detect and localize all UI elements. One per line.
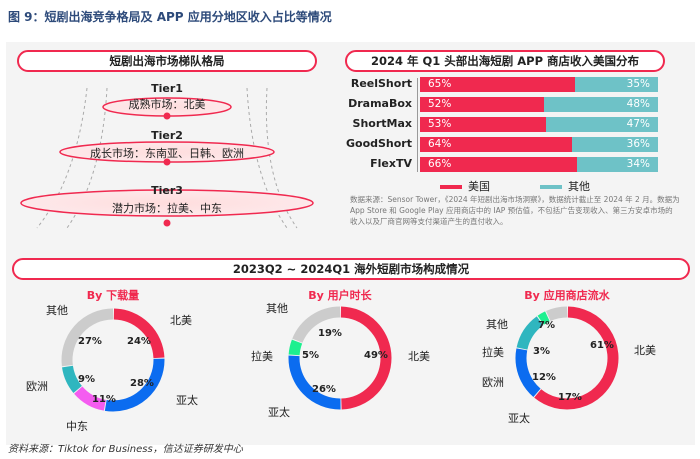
- donut-slice-北美: [113, 308, 165, 359]
- bar-category-label: ReelShort: [350, 77, 412, 90]
- donut-slice-亚太: [515, 348, 541, 398]
- legend-other: 其他: [540, 178, 590, 194]
- tier3-desc: 潜力市场：拉美、中东: [112, 202, 222, 215]
- donut-title: By 应用商店流水: [524, 289, 610, 302]
- donut-pct-label: 9%: [78, 374, 95, 385]
- donut-pct-label: 12%: [532, 372, 556, 383]
- donut-chart: [515, 306, 619, 410]
- bar-segment-us: 53%: [420, 117, 547, 132]
- bar-category-label: GoodShort: [345, 137, 412, 150]
- tier-section-title: 短剧出海市场梯队格局: [17, 50, 317, 72]
- bar-segment-other: 35%: [574, 77, 658, 92]
- donut-slice-亚太: [288, 355, 341, 410]
- stacked-bar: 65% 35%: [420, 77, 658, 92]
- donut-region-label: 亚太: [176, 394, 198, 407]
- tier3-ellipse: [20, 189, 314, 217]
- bar-segment-us: 65%: [420, 77, 575, 92]
- donut-title: By 下载量: [86, 289, 140, 302]
- donut-region-label: 其他: [486, 318, 508, 331]
- tier2-desc: 成长市场：东南亚、日韩、欧洲: [90, 147, 244, 160]
- donut-region-label: 北美: [408, 350, 430, 363]
- donut-region-label: 亚太: [268, 406, 290, 419]
- donut-pct-label: 24%: [127, 336, 151, 347]
- bar-axis: [417, 78, 418, 172]
- tier-diagram: [20, 87, 314, 229]
- donut-pct-label: 5%: [302, 350, 319, 361]
- stacked-bar: 66% 34%: [420, 157, 658, 172]
- donut-title: By 用户时长: [308, 289, 372, 302]
- bar-legend: 美国 其他: [440, 178, 590, 194]
- donut-pct-label: 3%: [533, 346, 550, 357]
- donut-region-label: 北美: [170, 314, 192, 327]
- tier1-name: Tier1: [151, 82, 183, 95]
- donut-slice-其他: [292, 306, 341, 344]
- stacked-bar: 53% 47%: [420, 117, 658, 132]
- donut-pct-label: 49%: [364, 350, 388, 361]
- tier2-name: Tier2: [151, 129, 183, 142]
- bar-segment-other: 48%: [543, 97, 658, 112]
- bar-segment-other: 36%: [572, 137, 658, 152]
- donut-pct-label: 17%: [558, 392, 582, 403]
- stacked-bar: 64% 36%: [420, 137, 658, 152]
- tier1-desc: 成熟市场：北美: [128, 98, 206, 111]
- donut-slice-中东: [74, 386, 107, 411]
- source-note: 资料来源：Tiktok for Business，信达证券研发中心: [8, 444, 243, 455]
- tier3-name: Tier3: [151, 184, 183, 197]
- bar-category-label: FlexTV: [370, 157, 412, 170]
- donut-region-label: 拉美: [251, 350, 273, 363]
- donut-pct-label: 11%: [92, 394, 116, 405]
- bar-segment-other: 34%: [577, 157, 658, 172]
- bar-category-label: ShortMax: [352, 117, 412, 130]
- donut-chart: [288, 306, 392, 410]
- donut-slice-欧洲: [62, 365, 83, 393]
- bar-segment-other: 47%: [546, 117, 658, 132]
- figure-title: 图 9：短剧出海竞争格局及 APP 应用分地区收入占比等情况: [8, 10, 332, 24]
- donut-pct-label: 7%: [538, 320, 555, 331]
- donut-slice-欧洲: [516, 316, 544, 350]
- donut-slice-拉美: [537, 311, 550, 325]
- donut-slice-北美: [534, 306, 619, 410]
- donut-pct-label: 26%: [312, 384, 336, 395]
- donut-region-label: 中东: [66, 420, 88, 433]
- donut-section-title: 2023Q2 ~ 2024Q1 海外短剧市场构成情况: [12, 258, 690, 280]
- donut-pct-label: 27%: [78, 336, 102, 347]
- donut-region-label: 拉美: [482, 346, 504, 359]
- donut-region-label: 其他: [266, 302, 288, 315]
- bar-category-label: DramaBox: [348, 97, 412, 110]
- donut-region-label: 亚太: [508, 412, 530, 425]
- bar-chart-title: 2024 年 Q1 头部出海短剧 APP 商店收入美国分布: [345, 50, 665, 72]
- bar-segment-us: 66%: [420, 157, 578, 172]
- stacked-bar: 52% 48%: [420, 97, 658, 112]
- donut-region-label: 欧洲: [26, 380, 48, 393]
- donut-pct-label: 61%: [590, 340, 614, 351]
- bar-segment-us: 52%: [420, 97, 544, 112]
- donut-slice-亚太: [104, 358, 165, 412]
- donut-slice-北美: [340, 306, 392, 410]
- donut-chart: [61, 308, 165, 412]
- donut-pct-label: 19%: [318, 328, 342, 339]
- legend-us: 美国: [440, 178, 490, 194]
- donut-slice-拉美: [288, 339, 303, 356]
- donut-region-label: 北美: [634, 344, 656, 357]
- donut-slice-其他: [546, 306, 568, 322]
- donut-region-label: 其他: [46, 304, 68, 317]
- donut-region-label: 欧洲: [482, 376, 504, 389]
- donut-slice-其他: [61, 308, 114, 367]
- bar-segment-us: 64%: [420, 137, 573, 152]
- bar-chart-note: 数据来源：Sensor Tower，《2024 年短剧出海市场洞察》，数据统计截…: [350, 195, 680, 226]
- donut-pct-label: 28%: [130, 378, 154, 389]
